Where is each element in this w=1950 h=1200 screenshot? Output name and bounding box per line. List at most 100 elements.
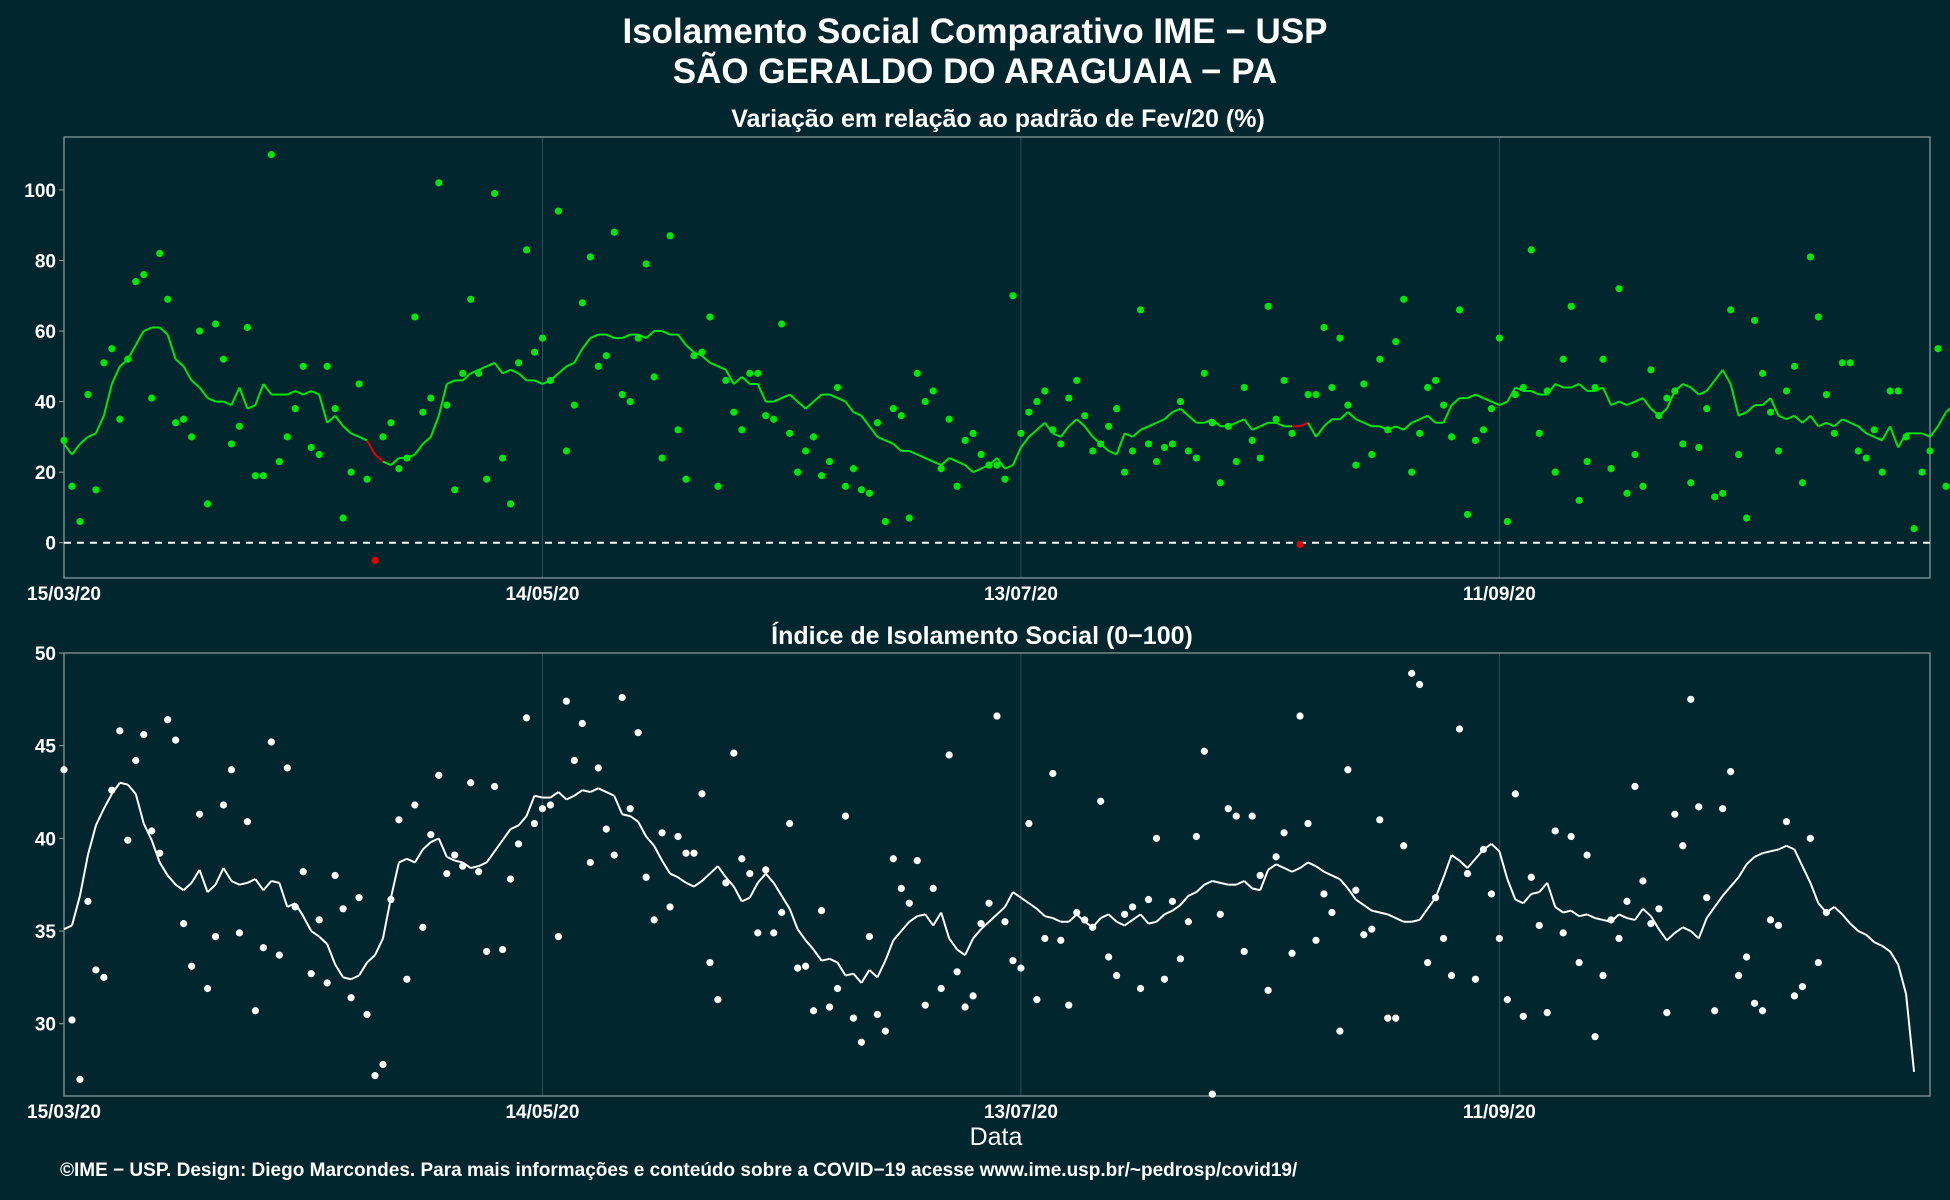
bottom-data-point xyxy=(1806,834,1814,842)
bottom-data-point xyxy=(1695,803,1703,811)
bottom-data-point xyxy=(60,766,68,774)
top-moving-average-segment xyxy=(1786,414,1795,421)
bottom-data-point xyxy=(1798,983,1807,991)
bottom-data-point xyxy=(92,966,100,974)
bottom-moving-average-segment xyxy=(1562,909,1572,914)
bottom-moving-average-segment xyxy=(1889,950,1899,965)
bottom-moving-average-segment xyxy=(605,791,615,797)
bottom-data-point xyxy=(1272,853,1280,861)
bottom-data-point xyxy=(1392,1014,1400,1022)
top-moving-average-segment xyxy=(956,460,966,467)
bottom-data-point xyxy=(108,786,116,794)
top-data-point xyxy=(1144,440,1153,448)
bottom-moving-average-segment xyxy=(1020,896,1030,905)
bottom-moving-average-segment xyxy=(246,878,256,884)
bottom-moving-average-segment xyxy=(972,928,982,940)
bottom-data-point xyxy=(1320,890,1328,898)
bottom-moving-average-segment xyxy=(493,839,504,852)
bottom-moving-average-segment xyxy=(1713,895,1724,908)
top-data-point xyxy=(211,320,220,328)
bottom-moving-average-segment xyxy=(366,954,376,964)
bottom-data-point xyxy=(211,932,220,941)
bottom-moving-average-segment xyxy=(1299,861,1309,869)
bottom-moving-average-segment xyxy=(1674,926,1684,934)
bottom-data-point xyxy=(307,970,315,978)
bottom-moving-average-segment xyxy=(358,962,368,977)
bottom-moving-average-segment xyxy=(1044,915,1054,920)
bottom-x-tick-label: 14/05/20 xyxy=(505,1102,579,1123)
bottom-moving-average-segment xyxy=(812,948,823,962)
bottom-data-point xyxy=(841,812,850,820)
top-moving-average-segment xyxy=(589,333,599,340)
bottom-data-point xyxy=(243,818,252,826)
top-moving-average-segment xyxy=(366,439,376,456)
bottom-moving-average-segment xyxy=(1124,919,1134,927)
top-data-point xyxy=(1184,447,1192,455)
top-data-point xyxy=(522,246,531,254)
bottom-data-point xyxy=(1097,797,1105,805)
bottom-moving-average-segment xyxy=(573,789,583,797)
top-data-point xyxy=(459,369,467,377)
bottom-moving-average-segment xyxy=(166,874,177,886)
top-moving-average-segment xyxy=(302,390,312,396)
top-data-point xyxy=(754,369,762,377)
top-data-point xyxy=(164,295,172,303)
bottom-moving-average-segment xyxy=(908,915,918,923)
top-data-point xyxy=(1655,412,1663,420)
top-data-point xyxy=(1774,447,1783,455)
top-data-point xyxy=(1543,387,1551,395)
bottom-moving-average-segment xyxy=(1881,945,1891,953)
bottom-moving-average-segment xyxy=(1618,913,1628,919)
top-data-point xyxy=(825,457,834,466)
bottom-data-point xyxy=(1336,1027,1344,1035)
bottom-data-point xyxy=(706,958,714,967)
bottom-data-point xyxy=(459,862,467,870)
bottom-moving-average-segment xyxy=(1905,993,1916,1073)
bottom-data-point xyxy=(1089,923,1097,931)
top-data-point xyxy=(554,207,563,215)
top-data-point xyxy=(1280,376,1288,385)
top-data-point xyxy=(307,443,315,452)
top-data-point xyxy=(76,517,84,526)
top-moving-average-segment xyxy=(1721,369,1732,385)
top-moving-average-segment xyxy=(262,383,273,396)
top-data-point xyxy=(682,475,690,483)
top-data-point xyxy=(1128,447,1137,455)
top-moving-average-segment xyxy=(1833,418,1843,428)
bottom-moving-average-segment xyxy=(629,815,639,823)
top-data-point xyxy=(602,352,610,360)
top-data-point xyxy=(1806,253,1814,261)
bottom-data-point xyxy=(1384,1014,1392,1022)
bottom-data-point xyxy=(1727,768,1735,776)
top-data-point xyxy=(1838,359,1846,367)
bottom-data-point xyxy=(634,729,642,737)
top-moving-average-segment xyxy=(789,393,799,403)
bottom-data-point xyxy=(953,968,961,976)
bottom-data-point xyxy=(1631,782,1639,791)
bottom-moving-average-segment xyxy=(757,872,767,884)
bottom-data-point xyxy=(666,903,674,911)
bottom-data-point xyxy=(1615,934,1623,943)
bottom-data-point xyxy=(538,805,547,813)
top-moving-average-segment xyxy=(230,387,241,406)
bottom-moving-average-segment xyxy=(732,886,743,902)
bottom-y-tick-label: 30 xyxy=(35,1015,56,1036)
bottom-moving-average-segment xyxy=(725,876,735,888)
bottom-moving-average-segment xyxy=(182,882,193,891)
bottom-moving-average-segment xyxy=(1857,930,1867,936)
top-moving-average-segment xyxy=(916,453,926,459)
bottom-data-point xyxy=(1240,947,1248,956)
bottom-data-point xyxy=(1073,908,1081,917)
top-moving-average-segment xyxy=(573,348,584,364)
bottom-moving-average-segment xyxy=(1721,885,1732,897)
top-data-point xyxy=(714,482,722,490)
top-moving-average-segment xyxy=(1626,400,1636,407)
top-moving-average-segment xyxy=(134,330,145,346)
bottom-data-point xyxy=(977,920,985,928)
bottom-data-point xyxy=(1264,986,1272,994)
bottom-moving-average-segment xyxy=(1291,867,1301,873)
bottom-moving-average-segment xyxy=(1865,934,1875,943)
top-moving-average-segment xyxy=(1929,425,1939,438)
top-moving-average-segment xyxy=(429,415,440,438)
top-data-point xyxy=(1033,398,1041,406)
